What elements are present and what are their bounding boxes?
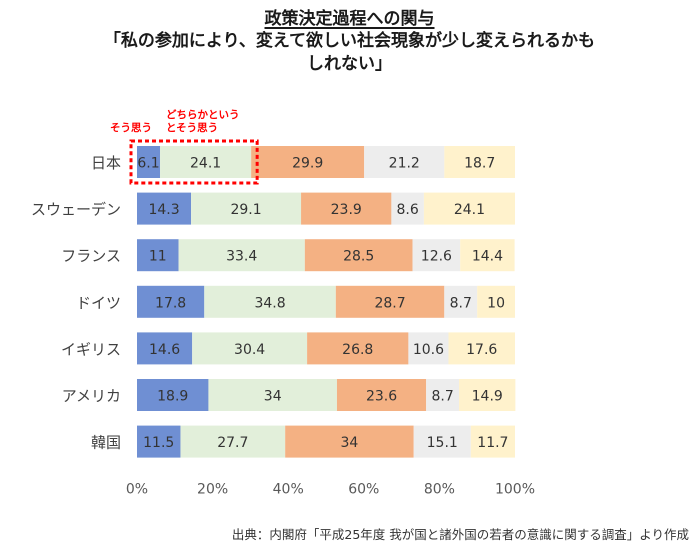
data-label: 10.6 bbox=[413, 342, 444, 358]
bar-segment bbox=[444, 146, 515, 178]
bar-segment bbox=[423, 192, 515, 225]
bar-segment bbox=[137, 239, 179, 272]
category-label: ドイツ bbox=[76, 294, 121, 312]
bar-segment bbox=[364, 146, 445, 178]
data-label: 34 bbox=[264, 389, 282, 405]
data-label: 14.6 bbox=[149, 342, 180, 358]
x-tick-label: 100% bbox=[495, 482, 535, 498]
x-tick-label: 40% bbox=[273, 482, 304, 498]
data-label: 28.5 bbox=[343, 249, 374, 265]
data-label: 29.9 bbox=[292, 156, 323, 172]
bar-segment bbox=[304, 239, 413, 272]
data-label: 29.1 bbox=[230, 202, 261, 218]
bar-segment bbox=[412, 239, 461, 272]
category-label: イギリス bbox=[61, 340, 121, 358]
data-label: 17.8 bbox=[155, 295, 186, 311]
x-tick-label: 20% bbox=[197, 482, 228, 498]
bar-segment bbox=[137, 285, 205, 318]
bar-segment bbox=[191, 192, 302, 225]
data-label: 28.7 bbox=[374, 295, 405, 311]
bar-segment bbox=[408, 332, 449, 365]
data-label: 30.4 bbox=[234, 342, 265, 358]
data-label: 21.2 bbox=[389, 156, 420, 172]
data-label: 10 bbox=[487, 295, 505, 311]
data-label: 11.7 bbox=[477, 435, 508, 451]
bar-segment bbox=[391, 192, 424, 225]
source-note: 出典：内閣府「平成25年度 我が国と諸外国の若者の意識に関する調査」より作成 bbox=[231, 527, 689, 542]
data-label: 15.1 bbox=[427, 435, 458, 451]
bar-segment bbox=[180, 425, 286, 458]
bar-segment bbox=[137, 425, 181, 458]
data-label: 14.4 bbox=[472, 249, 503, 265]
x-tick-label: 60% bbox=[348, 482, 379, 498]
bar-segment bbox=[460, 239, 515, 272]
title-block: 政策決定過程への関与 「私の参加により、変えて欲しい社会現象が少し変えられるかも… bbox=[0, 8, 699, 76]
bar-segment bbox=[426, 379, 460, 411]
data-label: 26.8 bbox=[342, 342, 373, 358]
bar-segment bbox=[336, 379, 427, 411]
chart-title: 政策決定過程への関与 bbox=[264, 9, 435, 29]
bar-segment bbox=[137, 379, 209, 411]
annotation-series1-line2: とそう思う bbox=[166, 122, 218, 134]
data-label: 12.6 bbox=[421, 249, 452, 265]
bar-segment bbox=[208, 379, 337, 411]
chart-subtitle: 「私の参加により、変えて欲しい社会現象が少し変えられるかも しれない」 bbox=[30, 30, 670, 76]
data-label: 11.5 bbox=[143, 435, 174, 451]
bar-segment bbox=[477, 285, 515, 318]
data-label: 27.7 bbox=[217, 435, 248, 451]
bar-segment bbox=[413, 425, 471, 458]
bar-segment bbox=[285, 425, 414, 458]
bar-segment bbox=[444, 285, 478, 318]
bar-segment bbox=[307, 332, 409, 365]
chart-subtitle-line1: 「私の参加により、変えて欲しい社会現象が少し変えられるかも bbox=[103, 31, 596, 51]
data-label: 18.9 bbox=[157, 389, 188, 405]
data-label: 33.4 bbox=[226, 249, 257, 265]
bar-segment bbox=[137, 192, 192, 225]
highlight-box bbox=[129, 139, 259, 185]
bar-segment bbox=[470, 425, 515, 458]
data-label: 14.9 bbox=[472, 389, 503, 405]
data-label: 8.7 bbox=[431, 389, 453, 405]
data-label: 8.6 bbox=[397, 202, 419, 218]
bar-segment bbox=[204, 285, 336, 318]
bar-segment bbox=[160, 146, 252, 178]
data-label: 34.8 bbox=[254, 295, 285, 311]
bar-segment bbox=[251, 146, 365, 178]
chart-subtitle-line2: しれない」 bbox=[307, 54, 392, 74]
bar-segment bbox=[448, 332, 515, 365]
data-label: 34 bbox=[341, 435, 359, 451]
data-label: 8.7 bbox=[450, 295, 472, 311]
category-label: スウェーデン bbox=[31, 201, 121, 219]
data-label: 23.9 bbox=[331, 202, 362, 218]
bar-segment bbox=[178, 239, 305, 272]
data-label: 6.1 bbox=[137, 156, 159, 172]
bar-segment bbox=[459, 379, 516, 411]
bar-segment bbox=[137, 332, 193, 365]
annotation-series0: そう思う bbox=[110, 122, 152, 134]
bar-segment bbox=[137, 146, 161, 178]
category-label: アメリカ bbox=[62, 387, 121, 405]
data-label: 24.1 bbox=[454, 202, 485, 218]
bar-segment bbox=[192, 332, 308, 365]
annotation-series1-line1: どちらかという bbox=[166, 108, 240, 121]
data-label: 14.3 bbox=[148, 202, 179, 218]
bar-segment bbox=[335, 285, 445, 318]
category-label: 日本 bbox=[91, 154, 121, 172]
data-label: 24.1 bbox=[190, 156, 221, 172]
data-label: 11 bbox=[149, 249, 167, 265]
bar-segment bbox=[301, 192, 392, 225]
x-tick-label: 80% bbox=[424, 482, 455, 498]
x-tick-label: 0% bbox=[126, 482, 148, 498]
data-label: 23.6 bbox=[366, 389, 397, 405]
data-label: 18.7 bbox=[464, 156, 495, 172]
category-label: 韓国 bbox=[91, 434, 121, 452]
data-label: 17.6 bbox=[466, 342, 497, 358]
category-label: フランス bbox=[61, 247, 121, 265]
